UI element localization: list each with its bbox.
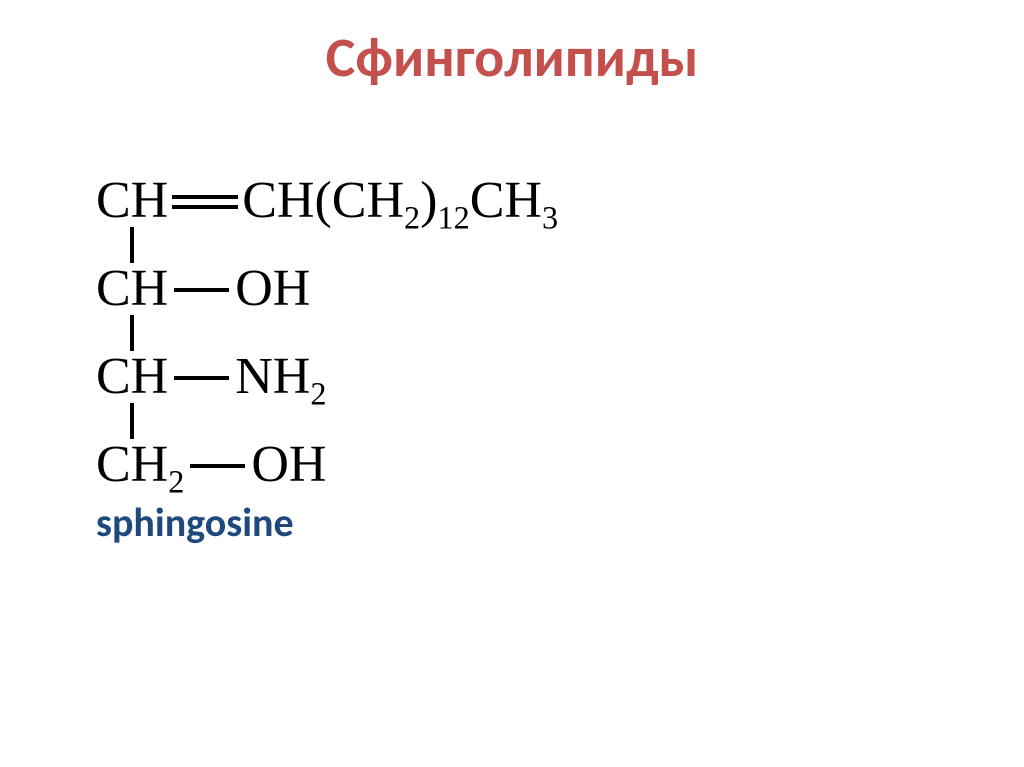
atom-group-left: CH bbox=[96, 172, 168, 229]
atom-group-right: OH bbox=[235, 260, 310, 317]
single-bond bbox=[174, 376, 229, 380]
atom-group-left: CH bbox=[96, 348, 168, 405]
structure-row: CH CH(CH2)12CH3 bbox=[96, 175, 558, 227]
single-bond bbox=[190, 464, 245, 468]
structure-row: CH2 OH bbox=[96, 439, 558, 491]
atom-group-left: CH bbox=[96, 260, 168, 317]
double-bond bbox=[172, 195, 238, 209]
atom-group-right: OH bbox=[251, 436, 326, 493]
structure-caption: sphingosine bbox=[96, 503, 558, 543]
atom-group-left: CH2 bbox=[96, 436, 184, 493]
page-title: Сфинголипиды bbox=[0, 24, 1024, 92]
single-bond bbox=[174, 288, 229, 292]
vertical-bond bbox=[130, 403, 134, 439]
slide: Сфинголипиды CH CH(CH2)12CH3 CH OH CH NH2 CH2 O… bbox=[0, 0, 1024, 767]
atom-group-right: CH(CH2)12CH3 bbox=[242, 172, 558, 229]
vertical-bond bbox=[130, 227, 134, 263]
vertical-bond bbox=[130, 315, 134, 351]
structure-row: CH NH2 bbox=[96, 351, 558, 403]
atom-group-right: NH2 bbox=[235, 348, 326, 405]
chemical-structure: CH CH(CH2)12CH3 CH OH CH NH2 CH2 OH sphingosine bbox=[96, 175, 558, 543]
structure-row: CH OH bbox=[96, 263, 558, 315]
